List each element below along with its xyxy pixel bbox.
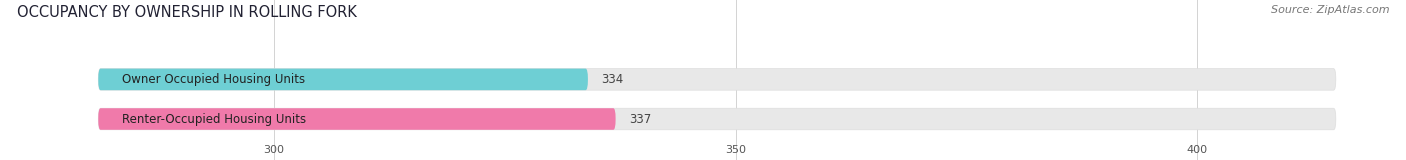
Text: 337: 337 xyxy=(630,112,651,125)
Text: 334: 334 xyxy=(602,73,624,86)
FancyBboxPatch shape xyxy=(98,108,616,130)
Text: Renter-Occupied Housing Units: Renter-Occupied Housing Units xyxy=(121,112,305,125)
Text: OCCUPANCY BY OWNERSHIP IN ROLLING FORK: OCCUPANCY BY OWNERSHIP IN ROLLING FORK xyxy=(17,5,357,20)
Text: Owner Occupied Housing Units: Owner Occupied Housing Units xyxy=(121,73,305,86)
FancyBboxPatch shape xyxy=(98,69,1336,90)
FancyBboxPatch shape xyxy=(98,108,1336,130)
FancyBboxPatch shape xyxy=(98,69,588,90)
Text: Source: ZipAtlas.com: Source: ZipAtlas.com xyxy=(1271,5,1389,15)
